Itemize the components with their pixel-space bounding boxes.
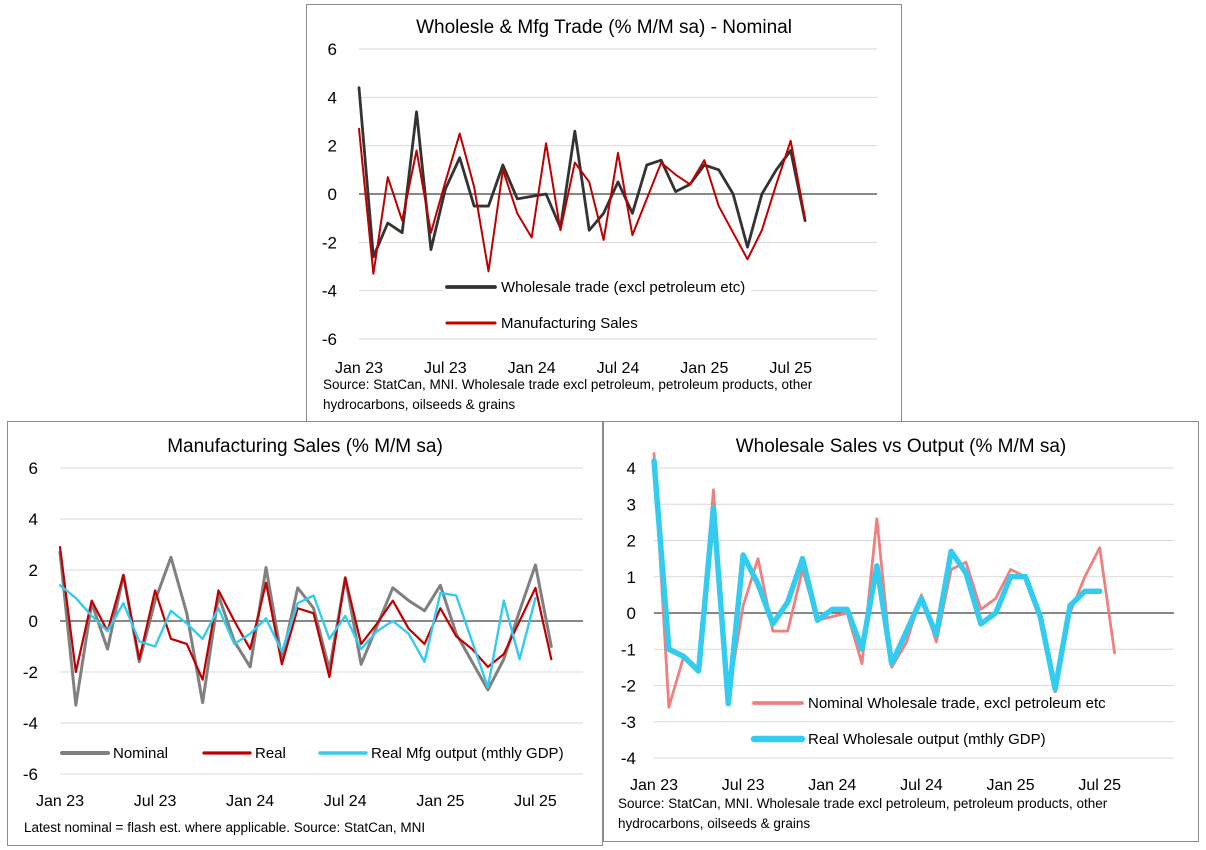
y-tick-label: -2: [23, 663, 38, 682]
legend-background: [750, 729, 1052, 749]
legend-label: Nominal: [113, 745, 168, 762]
x-tick-label: Jan 23: [335, 360, 383, 377]
y-tick-label: -6: [322, 330, 337, 349]
y-tick-label: -2: [322, 233, 337, 252]
legend-background: [443, 313, 644, 333]
x-tick-label: Jan 24: [808, 777, 856, 794]
chart-panel-top: Wholesle & Mfg Trade (% M/M sa) - Nomina…: [306, 4, 902, 426]
x-tick-label: Jul 23: [424, 360, 467, 377]
legend-background: [316, 743, 570, 763]
y-tick-label: 6: [328, 40, 337, 59]
chart-svg: -6 -4 -2 0 2 4 6 Jan 23 Jul 23 Jan 24 Jul 24 Jan 25…: [23, 459, 583, 810]
x-tick-label: Jul 23: [722, 777, 765, 794]
x-tick-label: Jan 24: [226, 793, 274, 810]
y-tick-label: -2: [621, 677, 636, 696]
y-tick-label: 3: [627, 495, 636, 514]
chart-panel-bottom-left: Manufacturing Sales (% M/M sa) -6 -4 -2 0 2 4…: [7, 421, 603, 846]
y-tick-label: -1: [621, 640, 636, 659]
chart-source: Latest nominal = flash est. where applic…: [24, 820, 426, 835]
x-tick-label: Jul 24: [900, 777, 943, 794]
legend-label: Nominal Wholesale trade, excl petroleum …: [808, 695, 1106, 712]
x-tick-label: Jan 23: [630, 777, 678, 794]
legend-background: [443, 277, 752, 297]
y-tick-label: 0: [29, 612, 38, 631]
chart-title: Wholesale Sales vs Output (% M/M sa): [735, 436, 1067, 457]
y-tick-label: -6: [23, 765, 38, 784]
series-line: [358, 127, 807, 275]
y-tick-label: -3: [621, 713, 636, 732]
y-tick-label: 0: [328, 185, 337, 204]
chart-source: Source: StatCan, MNI. Wholesale trade ex…: [618, 796, 1108, 831]
series-line: [58, 545, 553, 681]
chart-panel-bottom-right: Wholesale Sales vs Output (% M/M sa) -4-…: [603, 421, 1199, 842]
y-tick-label: 1: [627, 568, 636, 587]
x-tick-label: Jul 24: [597, 360, 640, 377]
x-tick-label: Jan 25: [680, 360, 728, 377]
x-tick-label: Jul 23: [134, 793, 177, 810]
y-tick-label: 4: [627, 459, 636, 478]
series-line: [651, 458, 1103, 707]
y-tick-label: -4: [23, 714, 38, 733]
x-tick-label: Jan 23: [36, 793, 84, 810]
legend-label: Real: [255, 745, 286, 762]
y-tick-label: 4: [328, 88, 337, 107]
legend-label: Manufacturing Sales: [501, 315, 638, 332]
legend-label: Wholesale trade (excl petroleum etc): [501, 279, 745, 296]
y-tick-label: -4: [621, 749, 636, 768]
chart-svg: -6 -4 -2 0 2 4 6 Jan 23 Jul 23 Jan 24 Jul 24 Jan 25…: [322, 40, 877, 377]
x-tick-label: Jul 24: [324, 793, 367, 810]
y-tick-label: 2: [328, 137, 337, 156]
chart-source: Source: StatCan, MNI. Wholesale trade ex…: [323, 377, 813, 412]
chart-svg: -4 -3 -2 -1 0 1 2 3 4 Jan 23 Jul 23 Jan 24 Jul 24 Jan…: [621, 452, 1174, 794]
y-tick-label: 2: [29, 561, 38, 580]
x-tick-label: Jan 25: [416, 793, 464, 810]
y-tick-label: 6: [29, 459, 38, 478]
series-line: [58, 584, 537, 689]
x-tick-label: Jan 25: [987, 777, 1035, 794]
y-tick-label: 4: [29, 510, 38, 529]
chart-title: Wholesle & Mfg Trade (% M/M sa) - Nomina…: [416, 17, 792, 38]
legend-label: Real Wholesale output (mthly GDP): [808, 731, 1046, 748]
series-line: [357, 86, 807, 259]
legend-background: [750, 693, 1112, 713]
legend-label: Real Mfg output (mthly GDP): [371, 745, 564, 762]
legend-background: [58, 743, 175, 763]
x-tick-label: Jul 25: [1078, 777, 1121, 794]
y-tick-label: -4: [322, 282, 337, 301]
chart-title: Manufacturing Sales (% M/M sa): [167, 436, 443, 457]
y-tick-label: 2: [627, 532, 636, 551]
y-tick-label: 0: [627, 604, 636, 623]
x-tick-label: Jul 25: [769, 360, 812, 377]
x-tick-label: Jan 24: [508, 360, 556, 377]
x-tick-label: Jul 25: [514, 793, 557, 810]
